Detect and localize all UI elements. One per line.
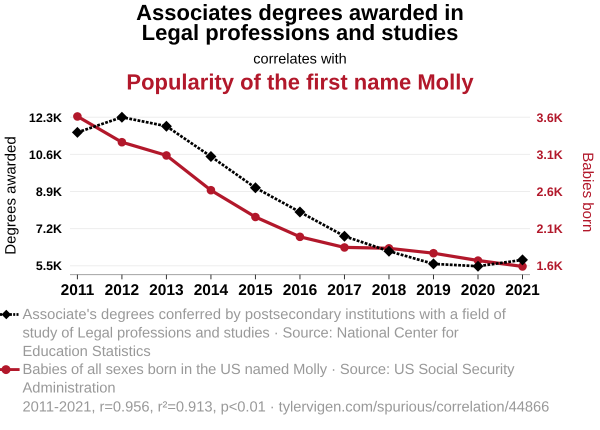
svg-text:3.1K: 3.1K	[537, 148, 563, 162]
svg-text:2020: 2020	[461, 282, 495, 299]
svg-text:Popularity of the first name M: Popularity of the first name Molly	[126, 70, 474, 95]
svg-text:12.3K: 12.3K	[29, 111, 62, 125]
svg-text:7.2K: 7.2K	[36, 222, 62, 236]
svg-text:1.6K: 1.6K	[537, 259, 563, 273]
svg-text:8.9K: 8.9K	[36, 185, 62, 199]
svg-text:2018: 2018	[372, 282, 407, 299]
svg-text:10.6K: 10.6K	[29, 148, 62, 162]
svg-text:Associates degrees awarded in: Associates degrees awarded in	[136, 0, 464, 25]
svg-text:Legal professions and studies: Legal professions and studies	[142, 20, 459, 45]
svg-text:2013: 2013	[149, 282, 184, 299]
svg-text:Degrees awarded: Degrees awarded	[3, 136, 20, 254]
svg-text:5.5K: 5.5K	[36, 259, 62, 273]
svg-text:correlates with: correlates with	[253, 52, 346, 68]
svg-text:2017: 2017	[327, 282, 361, 299]
svg-text:2021: 2021	[505, 282, 540, 299]
svg-text:2015: 2015	[238, 282, 273, 299]
svg-text:Associate's degrees conferred: Associate's degrees conferred by postsec…	[23, 307, 507, 323]
svg-text:2.1K: 2.1K	[537, 222, 563, 236]
svg-text:3.6K: 3.6K	[537, 111, 563, 125]
svg-text:2019: 2019	[416, 282, 451, 299]
svg-text:study of Legal professions and: study of Legal professions and studies ·…	[23, 326, 459, 342]
svg-text:Administration: Administration	[23, 381, 116, 397]
svg-text:Babies of all sexes born in th: Babies of all sexes born in the US named…	[23, 362, 516, 378]
svg-text:Education Statistics: Education Statistics	[23, 344, 151, 360]
svg-text:2014: 2014	[194, 282, 229, 299]
svg-text:2011-2021, r=0.956, r²=0.913,: 2011-2021, r=0.956, r²=0.913, p<0.01 · t…	[23, 399, 550, 415]
svg-text:2.6K: 2.6K	[537, 185, 563, 199]
svg-text:2016: 2016	[283, 282, 318, 299]
svg-text:2012: 2012	[105, 282, 139, 299]
svg-text:Babies born: Babies born	[579, 152, 596, 232]
svg-text:2011: 2011	[61, 282, 95, 299]
